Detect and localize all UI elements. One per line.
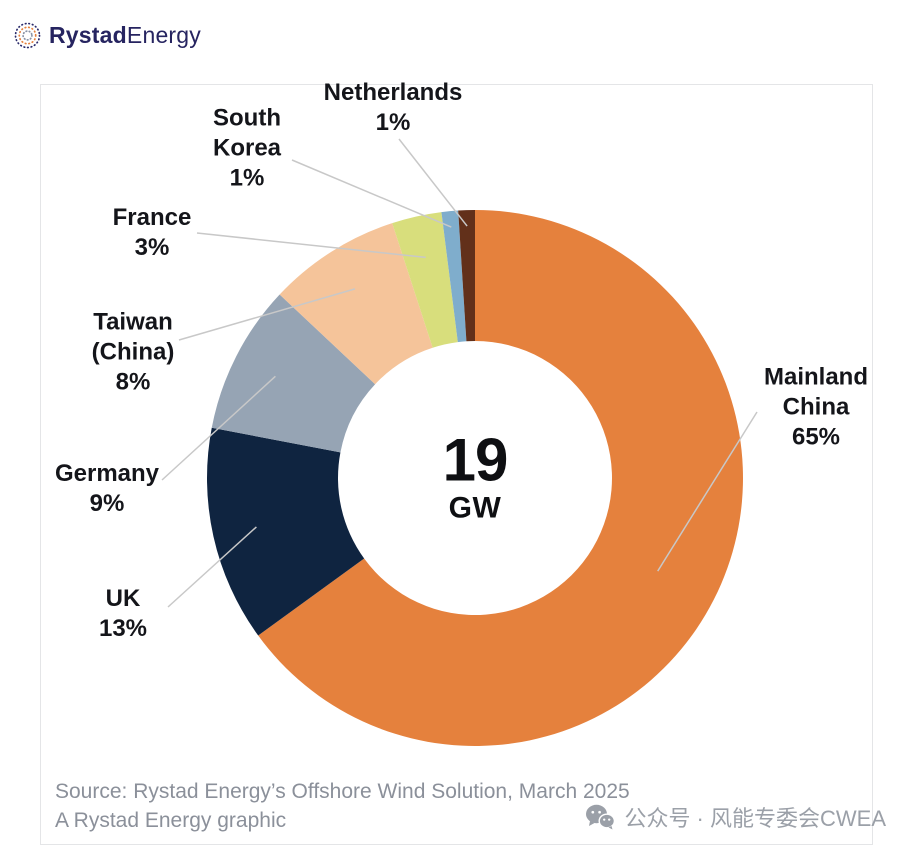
logo-text-energy: Energy: [126, 22, 201, 48]
slice-label-france: France 3%: [112, 203, 192, 261]
source-text: Source: Rystad Energy’s Offshore Wind So…: [55, 780, 630, 803]
donut-center-label: 19 GW: [442, 426, 509, 525]
globe-dotted-icon: [14, 22, 41, 49]
wechat-watermark: 公众号 · 风能专委会CWEA: [585, 801, 886, 833]
slice-label-south-korea: South Korea 1%: [212, 104, 282, 193]
credit-text: A Rystad Energy graphic: [55, 809, 287, 832]
slice-label-netherlands: Netherlands 1%: [323, 78, 463, 136]
watermark-text: 公众号 · 风能专委会CWEA: [624, 806, 886, 831]
slice-label-germany: Germany 9%: [54, 459, 160, 517]
slice-label-mainland-china: Mainland China 65%: [763, 363, 869, 452]
logo-text-rystad: Rystad: [49, 22, 127, 48]
rystad-energy-logo: RystadEnergy: [14, 22, 201, 49]
center-total-value: 19: [442, 426, 509, 494]
slice-label-uk: UK 13%: [98, 584, 148, 642]
slice-label-taiwan-china: Taiwan (China) 8%: [91, 308, 175, 397]
center-total-unit: GW: [448, 491, 502, 525]
wechat-icon: [585, 804, 616, 830]
logo-text: RystadEnergy: [49, 22, 201, 49]
